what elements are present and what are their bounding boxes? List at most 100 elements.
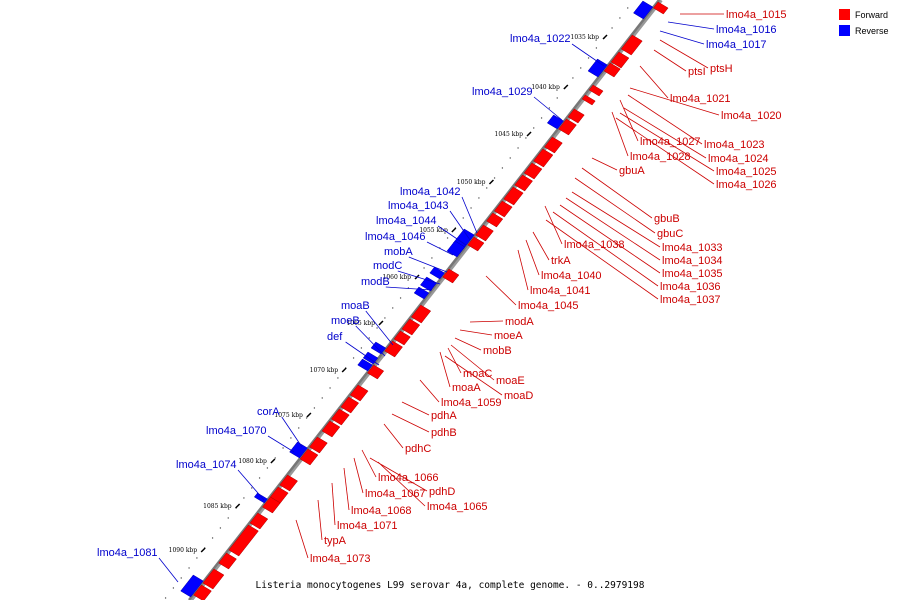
scale-dot [517, 147, 519, 149]
leader-line [397, 270, 441, 285]
leader-line [437, 225, 467, 246]
forward-gene [299, 448, 319, 466]
tick-mark [270, 458, 276, 464]
scale-dot [556, 97, 558, 99]
reverse-gene [413, 286, 430, 300]
leader-line [667, 21, 715, 30]
leader-line [353, 457, 364, 494]
label-pdhA: pdhA [431, 410, 457, 422]
forward-gene [620, 34, 643, 56]
label-mobA: mobA [384, 246, 413, 258]
scale-dot [196, 557, 198, 559]
leader-line [627, 94, 703, 145]
leader-line [581, 167, 653, 219]
leader-line [267, 435, 295, 453]
leader-line [653, 49, 687, 72]
label-lmo4a_1022: lmo4a_1022 [510, 33, 571, 45]
label-modC: modC [373, 260, 402, 272]
forward-gene [610, 51, 630, 69]
leader-line [459, 329, 493, 336]
label-leader-lines [158, 13, 724, 583]
leader-line [619, 112, 715, 172]
label-lmo4a_1081: lmo4a_1081 [97, 547, 158, 559]
scale-dot [595, 47, 598, 49]
forward-gene [401, 318, 421, 336]
label-lmo4a_1033: lmo4a_1033 [662, 242, 723, 254]
leader-line [365, 310, 394, 346]
leader-line [659, 30, 705, 45]
label-lmo4a_1066: lmo4a_1066 [378, 472, 439, 484]
leader-line [611, 111, 629, 157]
forward-gene [523, 162, 543, 180]
label-lmo4a_1074: lmo4a_1074 [176, 459, 237, 471]
label-lmo4a_1041: lmo4a_1041 [530, 285, 591, 297]
forward-gene [262, 496, 281, 514]
forward-gene [249, 512, 269, 530]
leader-line [361, 449, 377, 478]
scale-dot [423, 267, 425, 269]
label-moaE: moaE [496, 375, 525, 387]
leader-line [345, 341, 380, 366]
label-gbuB: gbuB [654, 213, 680, 225]
leader-line [355, 325, 386, 357]
tick-label: 1075 kbp [274, 412, 303, 419]
tick-label: 1045 kbp [495, 131, 524, 138]
label-lmo4a_1017: lmo4a_1017 [706, 39, 767, 51]
label-lmo4a_1023: lmo4a_1023 [704, 139, 765, 151]
scale-dot [384, 317, 386, 319]
scale-dot [399, 297, 402, 299]
leader-line [525, 239, 540, 276]
leader-line [565, 197, 661, 261]
scale-dot [352, 357, 355, 359]
forward-gene [533, 148, 554, 168]
leader-line [454, 337, 482, 351]
tick-label: 1085 kbp [203, 503, 232, 510]
forward-gene [193, 584, 212, 600]
label-lmo4a_1028: lmo4a_1028 [630, 151, 691, 163]
label-lmo4a_1067: lmo4a_1067 [365, 488, 426, 500]
forward-gene [202, 568, 225, 590]
leader-line [408, 256, 448, 273]
reverse-gene [429, 266, 445, 280]
leader-line [237, 469, 265, 501]
leader-line [559, 204, 661, 274]
scale-dot [258, 477, 261, 479]
tick-mark [488, 179, 494, 185]
tick-label: 1055 kbp [419, 227, 448, 234]
forward-gene [309, 436, 328, 454]
label-moaB: moaB [341, 300, 370, 312]
forward-gene [475, 224, 494, 242]
forward-gene [581, 94, 596, 106]
scale-dot [478, 197, 480, 199]
leader-line [450, 344, 495, 381]
leader-line [331, 482, 336, 526]
scale-dot [329, 387, 331, 389]
forward-gene [228, 524, 259, 557]
legend: Forward Reverse [839, 9, 889, 36]
scale-dot [305, 417, 308, 419]
gene-features [180, 0, 669, 600]
leader-line [571, 43, 605, 67]
label-moeA: moeA [494, 330, 523, 342]
label-lmo4a_1073: lmo4a_1073 [310, 553, 371, 565]
scale-dot [360, 347, 363, 349]
scale-dot [282, 447, 284, 449]
reverse-gene [253, 492, 268, 504]
leader-line [419, 379, 440, 403]
scale-dot [548, 107, 551, 109]
label-lmo4a_1043: lmo4a_1043 [388, 200, 449, 212]
forward-gene [340, 396, 360, 414]
scale-dot [164, 597, 167, 599]
leader-line [591, 157, 618, 171]
scale-dot [446, 237, 449, 239]
leader-line [469, 320, 504, 323]
label-lmo4a_1059: lmo4a_1059 [441, 397, 502, 409]
tick-label: 1080 kbp [238, 458, 267, 465]
label-lmo4a_1038: lmo4a_1038 [564, 239, 625, 251]
label-gbuC: gbuC [657, 228, 683, 240]
reverse-gene [587, 58, 608, 78]
forward-gene [218, 552, 237, 570]
tick-mark [451, 227, 457, 233]
forward-gene [653, 1, 669, 15]
